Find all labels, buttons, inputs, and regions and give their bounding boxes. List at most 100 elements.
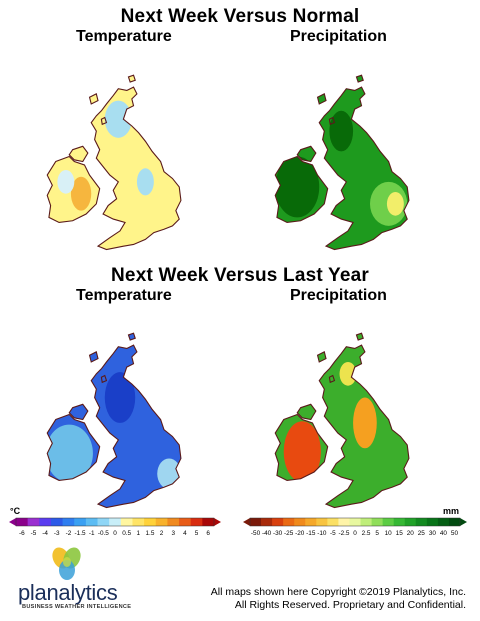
temperature-legend-swatch	[167, 518, 180, 526]
precipitation-legend-swatch	[382, 518, 395, 526]
precipitation-legend-swatch	[261, 518, 273, 526]
top-section-title: Next Week Versus Normal	[120, 6, 360, 27]
temperature-legend-swatch	[109, 518, 122, 526]
temperature-legend-swatch	[202, 518, 215, 526]
precipitation-legend-tick-label: 30	[429, 530, 437, 537]
precipitation-legend-swatch	[327, 518, 339, 526]
temperature-legend-swatch	[62, 518, 75, 526]
temperature-legend-swatch	[74, 518, 87, 526]
precipitation-legend-tick-label: 0	[353, 530, 357, 537]
temperature-unit: °C	[10, 506, 21, 516]
wet-anomaly-scotland	[329, 110, 354, 152]
precipitation-legend-tick-label: 50	[451, 530, 459, 537]
temperature-legend-tick-label: 1	[137, 530, 141, 537]
precipitation-legend-tick-label: -2.5	[338, 530, 349, 537]
precipitation-legend-outline	[249, 517, 461, 527]
top-right-label: Precipitation	[290, 28, 387, 45]
temperature-legend-tick-label: -0.5	[98, 530, 109, 537]
dry-anomaly-ireland	[283, 421, 321, 483]
precipitation-legend-swatch	[305, 518, 317, 526]
precipitation-legend-tick-label: -20	[295, 530, 305, 537]
temperature-legend-arrow-high	[214, 518, 221, 526]
precipitation-legend-tick-label: 40	[440, 530, 448, 537]
precipitation-unit: mm	[443, 506, 460, 516]
map-lastyear-precipitation	[274, 332, 410, 509]
temperature-legend-swatch	[97, 518, 110, 526]
temperature-legend-tick-label: 2	[160, 530, 164, 537]
temperature-legend-swatch	[16, 518, 29, 526]
precipitation-legend: -50 -40 -30 -25 -20 -15 -10 -5 -2.5 0 2.5 5 10 15 20 25…	[243, 517, 467, 537]
temperature-legend-tick-label: -2	[66, 530, 72, 537]
logo-brand-name: planalytics	[18, 580, 118, 605]
precipitation-legend-tick-label: -30	[273, 530, 283, 537]
temperature-legend-arrow-low	[9, 518, 16, 526]
precipitation-legend-swatch	[404, 518, 417, 526]
temperature-legend-tick-label: -3	[54, 530, 60, 537]
dry-anomaly-east	[386, 192, 404, 216]
precipitation-legend-swatch	[448, 518, 461, 526]
precipitation-legend-tick-label: -50	[251, 530, 261, 537]
mild-anomaly-ireland	[47, 424, 93, 483]
bottom-left-label: Temperature	[76, 287, 172, 304]
temperature-legend-tick-label: 3	[171, 530, 175, 537]
precipitation-legend-swatch	[250, 518, 262, 526]
copyright-line-2: All Rights Reserved. Proprietary and Con…	[234, 599, 466, 611]
copyright-notice: All maps shown here Copyright ©2019 Plan…	[211, 586, 466, 612]
bottom-section-title: Next Week Versus Last Year	[111, 265, 369, 286]
temperature-legend-tick-label: -5	[31, 530, 37, 537]
copyright-line-1: All maps shown here Copyright ©2019 Plan…	[210, 586, 466, 598]
precipitation-legend-tick-label: 5	[375, 530, 379, 537]
temperature-legend-tick-label: 5	[195, 530, 199, 537]
cool-anomaly-north	[104, 100, 132, 138]
temperature-legend-swatch	[50, 518, 63, 526]
temperature-legend-tick-label: 0.5	[122, 530, 131, 537]
temperature-legend-swatch	[39, 518, 52, 526]
precipitation-legend-tick-label: -15	[306, 530, 316, 537]
temperature-legend-swatch	[85, 518, 98, 526]
precipitation-legend-swatch	[426, 518, 439, 526]
precipitation-legend-swatch	[437, 518, 450, 526]
top-left-label: Temperature	[76, 28, 172, 45]
precipitation-legend-tick-label: 15	[396, 530, 404, 537]
precipitation-legend-tick-label: 25	[418, 530, 426, 537]
map-normal-temperature	[46, 74, 182, 251]
precipitation-legend-swatch	[294, 518, 306, 526]
temperature-legend-tick-label: 6	[206, 530, 210, 537]
planalytics-logo-icon	[52, 547, 81, 580]
map-normal-precipitation	[274, 74, 410, 251]
slight-anomaly-north	[339, 362, 357, 386]
warm-anomaly-west	[70, 176, 92, 211]
precipitation-legend-tick-label: 10	[385, 530, 393, 537]
precipitation-legend-swatch	[338, 518, 350, 526]
temperature-legend: -6 -5 -4 -3 -2 -1.5 -1 -0.5 0 0.5 1 1.5 2 3 4 5 6	[9, 517, 221, 537]
temperature-legend-swatch	[190, 518, 203, 526]
temperature-legend-swatch	[120, 518, 133, 526]
map-base-fill	[275, 75, 409, 250]
temperature-legend-tick-label: 1.5	[145, 530, 154, 537]
cool-anomaly-ireland	[57, 170, 75, 194]
temperature-legend-swatch	[144, 518, 157, 526]
temperature-legend-tick-label: -6	[19, 530, 25, 537]
precipitation-legend-tick-label: -10	[317, 530, 327, 537]
cold-anomaly-north	[104, 372, 136, 423]
precipitation-legend-swatch	[349, 518, 361, 526]
precipitation-legend-arrow-high	[460, 518, 467, 526]
dry-anomaly-central	[353, 397, 377, 449]
temperature-legend-swatch	[155, 518, 168, 526]
temperature-legend-tick-label: -1	[89, 530, 95, 537]
map-base-fill	[47, 75, 181, 250]
map-lastyear-temperature	[46, 332, 182, 509]
temperature-legend-tick-label: 4	[183, 530, 187, 537]
precipitation-legend-tick-label: -40	[262, 530, 272, 537]
precipitation-legend-tick-label: -25	[284, 530, 294, 537]
temperature-legend-swatch	[27, 518, 40, 526]
precipitation-legend-swatch	[316, 518, 328, 526]
precipitation-legend-swatch	[272, 518, 284, 526]
temperature-legend-tick-label: 0	[113, 530, 117, 537]
temperature-legend-tick-label: -4	[42, 530, 48, 537]
map-base-fill	[275, 333, 409, 508]
precipitation-legend-swatch	[283, 518, 295, 526]
temperature-legend-tick-label: -1.5	[75, 530, 86, 537]
precipitation-legend-tick-label: 20	[407, 530, 415, 537]
temperature-legend-swatch	[179, 518, 192, 526]
